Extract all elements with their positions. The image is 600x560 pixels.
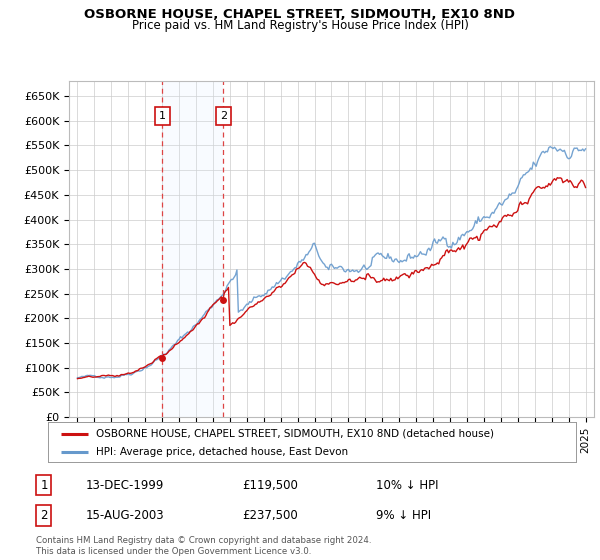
Text: 1: 1 — [40, 479, 48, 492]
Bar — [162, 81, 223, 417]
Text: Contains HM Land Registry data © Crown copyright and database right 2024.
This d: Contains HM Land Registry data © Crown c… — [35, 536, 371, 556]
Text: 13-DEC-1999: 13-DEC-1999 — [86, 479, 164, 492]
Text: 10% ↓ HPI: 10% ↓ HPI — [376, 479, 439, 492]
Text: Price paid vs. HM Land Registry's House Price Index (HPI): Price paid vs. HM Land Registry's House … — [131, 19, 469, 32]
Text: OSBORNE HOUSE, CHAPEL STREET, SIDMOUTH, EX10 8ND (detached house): OSBORNE HOUSE, CHAPEL STREET, SIDMOUTH, … — [95, 429, 494, 439]
Text: HPI: Average price, detached house, East Devon: HPI: Average price, detached house, East… — [95, 447, 347, 457]
Text: £119,500: £119,500 — [242, 479, 298, 492]
Text: OSBORNE HOUSE, CHAPEL STREET, SIDMOUTH, EX10 8ND: OSBORNE HOUSE, CHAPEL STREET, SIDMOUTH, … — [85, 8, 515, 21]
Text: 2: 2 — [220, 111, 227, 121]
Text: 9% ↓ HPI: 9% ↓ HPI — [376, 509, 431, 522]
Text: £237,500: £237,500 — [242, 509, 298, 522]
Text: 15-AUG-2003: 15-AUG-2003 — [86, 509, 164, 522]
Text: 2: 2 — [40, 509, 48, 522]
Text: 1: 1 — [158, 111, 166, 121]
